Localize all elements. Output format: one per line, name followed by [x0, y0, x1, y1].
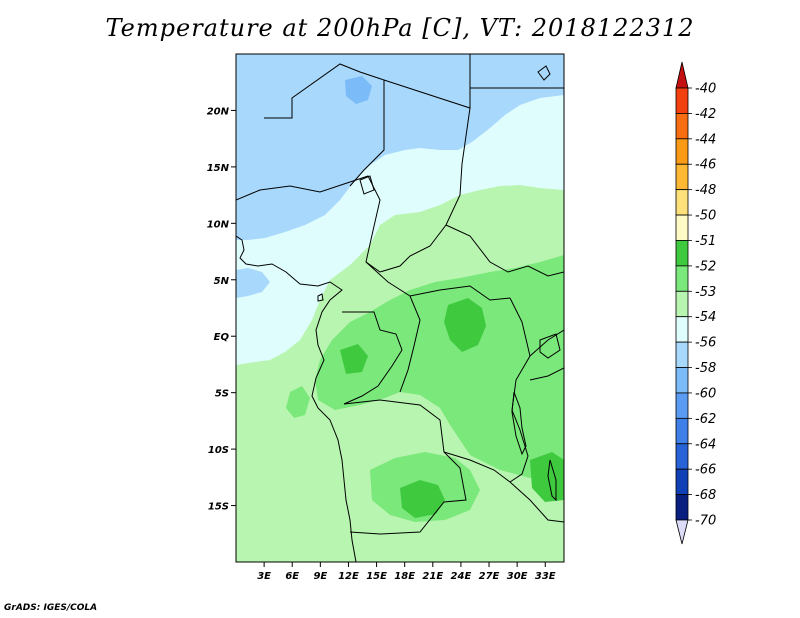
- colorbar-label: -52: [695, 259, 716, 274]
- colorbar-label: -42: [695, 107, 716, 122]
- map-frame: [235, 53, 565, 563]
- colorbar-swatch: [675, 367, 689, 394]
- colorbar-swatch: [675, 316, 689, 343]
- colorbar-label: -46: [695, 158, 716, 173]
- colorbar-label: -56: [695, 336, 716, 351]
- border-congo-1: [342, 311, 403, 405]
- border-congo-2: [399, 295, 421, 393]
- colorbar-label: -48: [695, 183, 716, 198]
- colorbar-label: -62: [695, 412, 716, 427]
- colorbar-swatch: [675, 341, 689, 368]
- lat-tick-label: 20N: [207, 106, 230, 117]
- lake-chad: [359, 175, 375, 195]
- lon-tick-label: 33E: [535, 571, 556, 582]
- border-car: [365, 261, 511, 301]
- grads-credit: GrADS: IGES/COLA: [4, 603, 98, 613]
- island-sinai: [537, 65, 551, 81]
- colorbar: -40 -42 -44 -46 -48 -50 -51 -52 -53 -54 -56 -58 -60 -…: [675, 61, 716, 545]
- border-angola: [343, 399, 467, 535]
- colorbar-label: -58: [695, 361, 716, 376]
- colorbar-swatch: [675, 214, 689, 241]
- border-east-africa: [529, 329, 564, 381]
- island-bioko: [317, 293, 324, 302]
- latitude-axis: 20N 15N 10N 5N EQ 5S 10S 15S: [207, 106, 236, 513]
- colorbar-swatch: [675, 113, 689, 140]
- colorbar-swatch: [675, 163, 689, 191]
- colorbar-swatch: [675, 240, 689, 267]
- lat-tick-label: 5S: [215, 389, 229, 400]
- lon-tick-label: 12E: [338, 571, 359, 582]
- lat-tick-label: EQ: [214, 332, 230, 343]
- lat-tick-label: 15S: [208, 502, 229, 513]
- colorbar-swatch: [675, 443, 689, 470]
- band-dark-green-core-north: [444, 298, 486, 352]
- lake-malawi: [547, 459, 557, 502]
- longitude-axis: 3E 6E 9E 12E 15E 18E 21E 24E 27E 30E 33E: [257, 562, 556, 582]
- colorbar-swatch: [675, 468, 689, 495]
- lon-tick-label: 15E: [366, 571, 387, 582]
- colorbar-label: -50: [695, 209, 716, 224]
- colorbar-label: -70: [695, 514, 716, 529]
- lat-tick-label: 10S: [208, 445, 229, 456]
- colorbar-label: -66: [695, 463, 716, 478]
- colorbar-label: -44: [695, 132, 716, 147]
- colorbar-top-triangle: [675, 61, 689, 89]
- lon-tick-label: 30E: [507, 571, 528, 582]
- lon-tick-label: 6E: [285, 571, 299, 582]
- lake-victoria: [539, 333, 561, 359]
- band-blue-patch: [345, 76, 372, 104]
- lon-tick-label: 27E: [479, 571, 500, 582]
- colorbar-label: -53: [695, 285, 716, 300]
- colorbar-bottom-triangle: [675, 519, 689, 545]
- country-borders: [236, 54, 564, 562]
- lon-tick-label: 21E: [422, 571, 443, 582]
- coastline-west-africa: [236, 235, 357, 562]
- band-dark-green-core-south: [400, 480, 445, 518]
- colorbar-label: -68: [695, 488, 716, 503]
- lat-tick-label: 5N: [214, 276, 230, 287]
- temperature-field: [236, 54, 564, 562]
- lake-tanganyika: [511, 391, 527, 456]
- colorbar-swatch: [675, 494, 689, 521]
- colorbar-swatch: [675, 417, 689, 445]
- colorbar-swatch: [675, 392, 689, 419]
- band-medium-green: [315, 255, 564, 478]
- lon-tick-label: 24E: [451, 571, 472, 582]
- band-medium-green-west: [286, 386, 310, 418]
- colorbar-swatch: [675, 87, 689, 114]
- colorbar-label: -54: [695, 310, 716, 325]
- colorbar-swatch: [675, 290, 689, 318]
- band-light-blue-west: [236, 268, 270, 298]
- border-sudan: [445, 224, 564, 277]
- colorbar-label: -64: [695, 437, 716, 452]
- colorbar-swatch: [675, 189, 689, 216]
- colorbar-label: -60: [695, 386, 716, 401]
- map-title: Temperature at 200hPa [C], VT: 201812231…: [105, 14, 695, 42]
- border-zambia: [443, 451, 564, 523]
- colorbar-label: -51: [695, 234, 716, 249]
- colorbar-swatch: [675, 265, 689, 292]
- lat-tick-label: 10N: [207, 219, 230, 230]
- band-dark-green-core-west: [340, 344, 368, 374]
- lon-tick-label: 18E: [394, 571, 415, 582]
- band-light-blue: [236, 54, 564, 240]
- lon-tick-label: 3E: [257, 571, 271, 582]
- lon-tick-label: 9E: [313, 571, 327, 582]
- colorbar-label: -40: [695, 82, 716, 97]
- colorbar-swatch: [675, 138, 689, 165]
- lat-tick-label: 15N: [207, 163, 230, 174]
- border-north-1: [264, 63, 385, 187]
